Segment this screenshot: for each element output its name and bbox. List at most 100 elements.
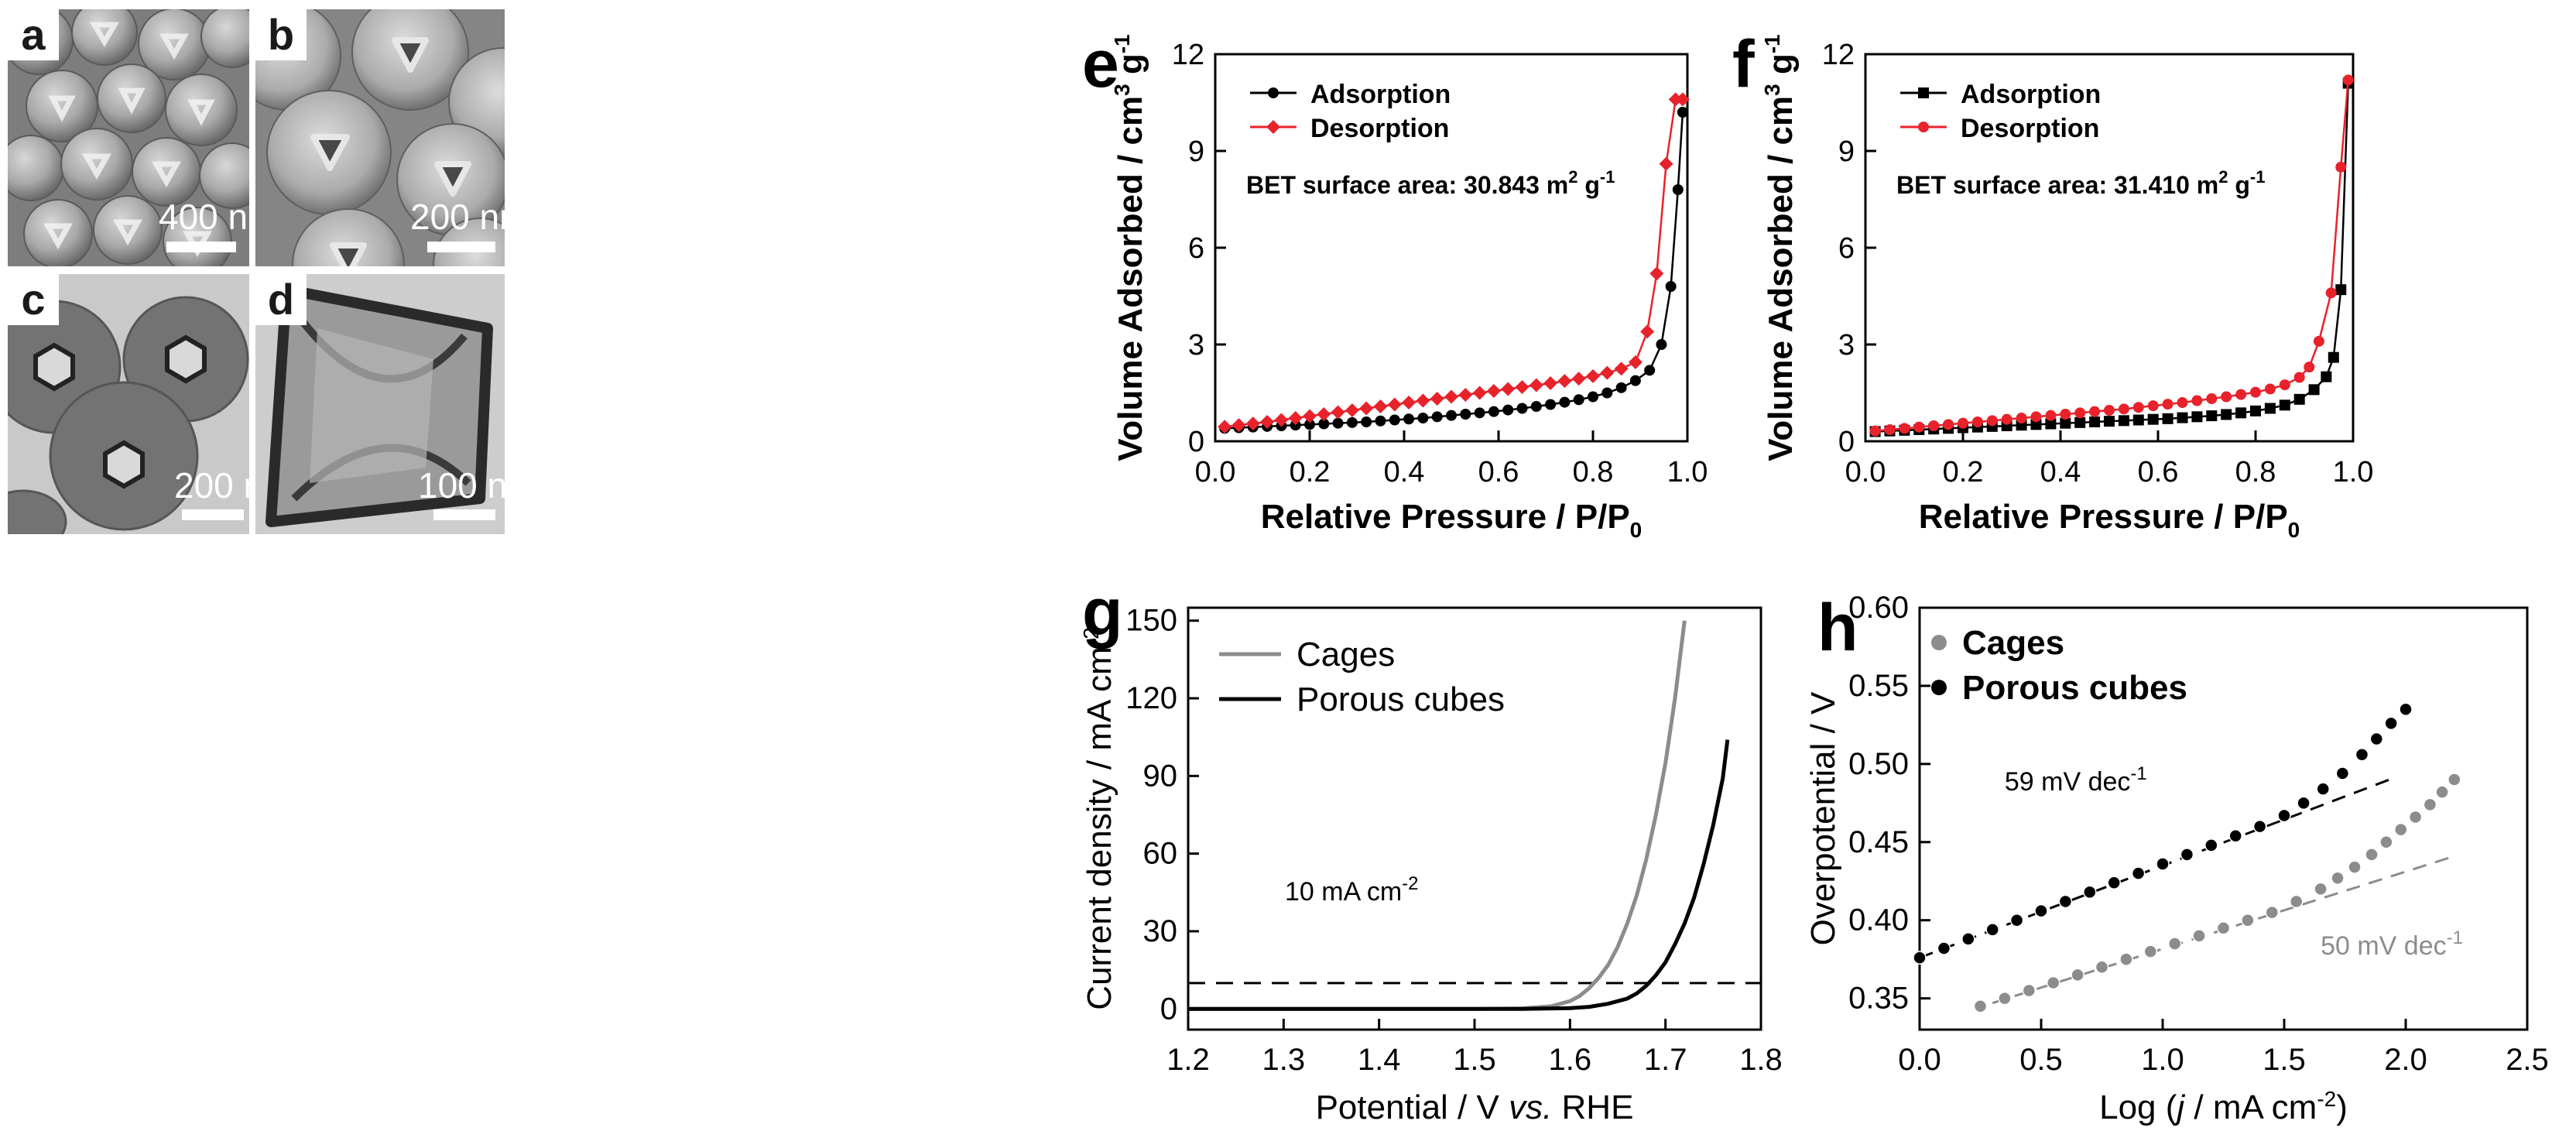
- data-point-porous-cubes: [2335, 766, 2350, 780]
- y-tick-label: 0.60: [1848, 591, 1909, 625]
- current-annotation: 10 mA cm-2: [1285, 873, 1419, 907]
- y-tick-label: 3: [1838, 329, 1855, 362]
- legend-label: Adsorption: [1310, 80, 1451, 109]
- curve-porous-cubes: [1188, 739, 1730, 1011]
- slope-label: 59 mV dec-1: [2005, 763, 2147, 797]
- data-point-adsorption: [1417, 413, 1429, 423]
- curve-cages: [1188, 620, 1687, 1011]
- data-point-cages: [2143, 944, 2158, 958]
- legend-label: Desorption: [1310, 114, 1449, 143]
- y-tick-label: 0.50: [1848, 747, 1909, 781]
- data-point-adsorption: [2132, 414, 2144, 426]
- data-point-desorption: [1543, 376, 1558, 390]
- data-point-adsorption: [2335, 284, 2347, 296]
- y-tick-label: 12: [1172, 39, 1204, 71]
- data-point-cages: [1973, 999, 1988, 1013]
- data-point-porous-cubes: [2297, 796, 2311, 811]
- data-point-adsorption: [2089, 416, 2101, 427]
- x-tick-label: 0.2: [1290, 456, 1331, 488]
- data-point-desorption: [1331, 405, 1345, 420]
- data-point-adsorption: [1290, 420, 1301, 431]
- x-tick-label: 1.6: [1549, 1043, 1592, 1077]
- x-axis-label: Relative Pressure / P/P0: [1261, 498, 1643, 542]
- scale-bar-c: [182, 509, 244, 520]
- panel-d-label: d: [255, 274, 307, 325]
- data-point-desorption: [1231, 418, 1246, 433]
- y-axis-label: Volume Adsorbed / cm3 g-1: [1760, 34, 1800, 461]
- data-point-cages: [2435, 785, 2449, 799]
- data-point-adsorption: [1460, 409, 1471, 420]
- x-tick-label: 1.0: [2333, 456, 2374, 488]
- data-point-desorption: [1515, 380, 1530, 394]
- data-point-desorption: [2132, 402, 2144, 413]
- data-point-cages: [2408, 810, 2423, 824]
- legend-label: Cages: [1297, 636, 1395, 674]
- annotation-sup: 2: [2218, 167, 2228, 187]
- data-point-desorption: [1486, 384, 1501, 398]
- data-point-desorption: [1387, 397, 1402, 412]
- legend-label: Cages: [1962, 624, 2064, 662]
- data-point-adsorption: [1375, 415, 1386, 427]
- data-point-adsorption: [1573, 394, 1584, 406]
- data-point-porous-cubes: [2399, 702, 2413, 716]
- data-point-adsorption: [1545, 399, 1557, 410]
- y-tick-label: 30: [1143, 914, 1178, 948]
- data-point-desorption: [2221, 391, 2232, 403]
- x-label-sub: 0: [1630, 518, 1643, 542]
- data-point-desorption: [1402, 396, 1416, 410]
- scale-label-d: 100 nm: [418, 465, 505, 506]
- panel-e-label: e: [1082, 27, 1119, 101]
- data-point-desorption: [1260, 415, 1275, 429]
- y-label-sup: -2: [1079, 627, 1103, 646]
- data-point-desorption: [1430, 392, 1444, 406]
- data-point-desorption: [2206, 393, 2218, 404]
- annotation-sup: -2: [1402, 873, 1418, 894]
- annotation-sup2: -1: [1600, 167, 1615, 187]
- chart-e-bet-isotherm: 0.0 0.2 0.4 0.6 0.8 1.0 0 3 6 9 12 Adsorption Desorp…: [1110, 34, 1708, 542]
- data-point-cages: [2241, 913, 2255, 927]
- data-point-adsorption: [1361, 416, 1372, 427]
- x-tick-label: 0.4: [1384, 456, 1425, 488]
- data-point-cages: [1998, 991, 2012, 1006]
- data-point-porous-cubes: [2369, 732, 2384, 746]
- data-point-cages: [2331, 871, 2345, 885]
- plot-frame: [1187, 606, 1762, 1031]
- data-point-desorption: [1628, 355, 1643, 369]
- x-label-text: Relative Pressure / P/P: [1919, 498, 2288, 536]
- data-point-adsorption: [2191, 411, 2203, 423]
- x-tick-label: 2.0: [2384, 1043, 2427, 1077]
- data-point-desorption: [1274, 413, 1289, 427]
- y-label-tail: g: [1762, 53, 1800, 84]
- plot-frame: [1918, 606, 2529, 1031]
- y-label-text: Overpotential / V: [1804, 691, 1842, 945]
- chart-h-tafel: 0.0 0.5 1.0 1.5 2.0 2.5 0.35 0.40 0.45 0.50 0.55 0.…: [1804, 591, 2549, 1126]
- legend-marker: [1931, 680, 1947, 695]
- sem-image-a: [8, 9, 249, 266]
- data-point-cages: [2289, 894, 2304, 909]
- data-point-desorption: [2293, 372, 2305, 383]
- data-point-porous-cubes: [1937, 941, 1951, 955]
- x-tick-label: 1.2: [1166, 1043, 1210, 1077]
- data-point-desorption: [1345, 403, 1359, 417]
- data-point-desorption: [2313, 335, 2324, 347]
- data-point-porous-cubes: [1961, 932, 1975, 946]
- x-label-tail: / mA cm: [2184, 1088, 2317, 1126]
- data-point-adsorption: [2118, 415, 2129, 427]
- x-tick-label: 0.8: [2235, 456, 2276, 488]
- annotation-sup2: -1: [2250, 167, 2266, 187]
- data-point-desorption: [2342, 74, 2354, 86]
- data-point-adsorption: [2264, 403, 2276, 414]
- data-point-porous-cubes: [2228, 828, 2242, 843]
- data-point-desorption: [1600, 365, 1615, 380]
- x-axis-label: Potential / V vs. RHE: [1316, 1088, 1634, 1126]
- data-point-adsorption: [1559, 396, 1571, 408]
- data-point-desorption: [2060, 409, 2071, 420]
- scale-label-c: 200 nm: [174, 465, 249, 506]
- data-point-porous-cubes: [2316, 782, 2330, 796]
- y-axis-label: Current density / mA cm-2: [1079, 627, 1118, 1009]
- slope-label: 50 mV dec-1: [2321, 927, 2463, 961]
- panel-f-label: f: [1732, 27, 1755, 101]
- data-point-adsorption: [2060, 417, 2071, 429]
- data-point-adsorption: [2177, 412, 2188, 423]
- data-point-desorption: [2089, 406, 2101, 417]
